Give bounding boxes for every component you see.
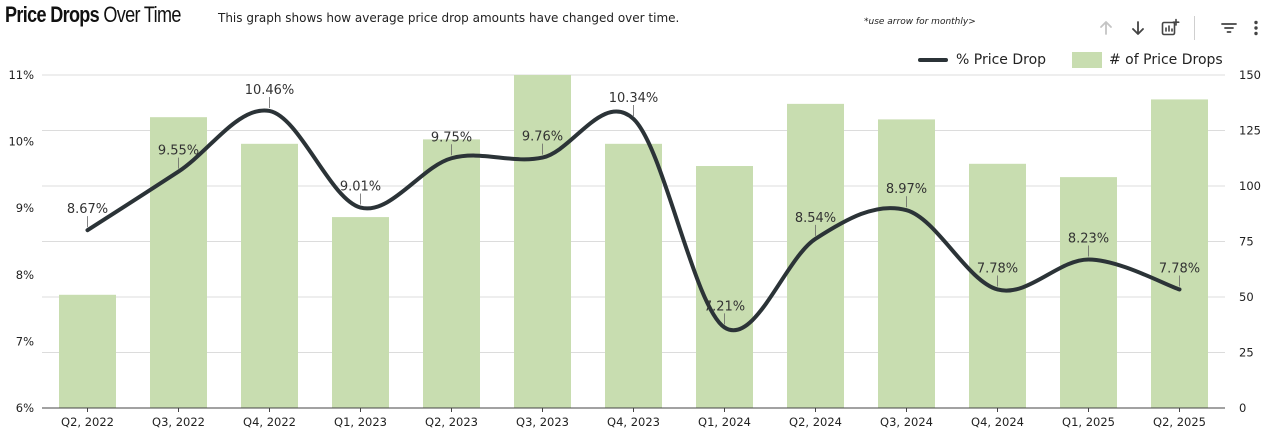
series-line-price-drop xyxy=(85,108,1182,333)
y-right-tick-label: 50 xyxy=(1239,290,1254,304)
arrow-up-icon[interactable] xyxy=(1094,16,1118,40)
bar xyxy=(1151,99,1208,409)
arrow-down-icon[interactable] xyxy=(1126,16,1150,40)
bar xyxy=(241,143,298,408)
y-right-tick-label: 100 xyxy=(1239,179,1261,193)
x-tick-label: Q3, 2024 xyxy=(880,415,933,429)
x-tick-label: Q4, 2024 xyxy=(971,415,1024,429)
bar xyxy=(514,75,571,408)
y-right-tick-label: 150 xyxy=(1239,68,1261,82)
legend-item-line[interactable]: % Price Drop xyxy=(918,52,1046,68)
legend-item-bar[interactable]: # of Price Drops xyxy=(1072,52,1223,68)
x-tick-label: Q3, 2023 xyxy=(516,415,569,429)
x-tick-label: Q2, 2024 xyxy=(789,415,842,429)
y-right-tick-label: 75 xyxy=(1239,235,1254,249)
x-tick-label: Q4, 2023 xyxy=(607,415,660,429)
data-label: 8.23% xyxy=(1068,231,1109,246)
bar xyxy=(332,217,389,408)
y-left-tick-label: 7% xyxy=(16,334,34,348)
x-tick-label: Q1, 2023 xyxy=(334,415,387,429)
x-tick-label: Q2, 2022 xyxy=(61,415,114,429)
filter-icon[interactable] xyxy=(1217,16,1241,40)
data-label: 9.01% xyxy=(340,180,381,195)
y-left-tick-label: 11% xyxy=(8,68,34,82)
y-right-tick-label: 25 xyxy=(1239,346,1254,360)
data-label: 9.76% xyxy=(522,130,563,145)
legend-line-swatch xyxy=(918,58,948,62)
toolbar-separator xyxy=(1194,16,1195,40)
more-vert-icon[interactable] xyxy=(1249,16,1263,40)
data-label: 8.54% xyxy=(795,211,836,226)
chart-add-icon[interactable] xyxy=(1158,16,1182,40)
y-left-tick-label: 6% xyxy=(16,401,34,415)
bar xyxy=(878,119,935,409)
x-tick-label: Q4, 2022 xyxy=(243,415,296,429)
data-label: 10.46% xyxy=(245,83,295,98)
y-left-tick-label: 8% xyxy=(16,268,34,282)
bar xyxy=(59,294,116,408)
legend-bar-swatch xyxy=(1072,52,1102,68)
y-right-tick-label: 125 xyxy=(1239,124,1261,138)
data-label: 9.55% xyxy=(158,144,199,159)
bar xyxy=(696,166,753,408)
y-left-tick-label: 10% xyxy=(8,135,34,149)
bar xyxy=(787,103,844,409)
x-tick-label: Q2, 2025 xyxy=(1153,415,1206,429)
legend-bar-label: # of Price Drops xyxy=(1109,52,1223,68)
chart-title: Price Drops Over Time xyxy=(5,2,181,28)
legend-line-label: % Price Drop xyxy=(956,52,1047,68)
data-label: 9.75% xyxy=(431,130,472,145)
title-rest: Over Time xyxy=(99,2,181,27)
chart-header: Price Drops Over Time This graph shows h… xyxy=(0,0,1265,44)
x-tick-label: Q1, 2025 xyxy=(1062,415,1115,429)
x-tick-label: Q2, 2023 xyxy=(425,415,478,429)
data-label: 7.21% xyxy=(704,299,745,314)
y-right-tick-label: 0 xyxy=(1239,401,1246,415)
data-label: 7.78% xyxy=(977,261,1018,276)
data-label: 10.34% xyxy=(609,91,659,106)
data-label: 8.67% xyxy=(67,202,108,217)
x-tick-label: Q3, 2022 xyxy=(152,415,205,429)
monthly-hint: *use arrow for monthly> xyxy=(864,17,976,27)
bar xyxy=(605,143,662,408)
chart-subtitle: This graph shows how average price drop … xyxy=(218,11,680,25)
data-label: 8.97% xyxy=(886,182,927,197)
data-label: 7.78% xyxy=(1159,261,1200,276)
title-bold: Price Drops xyxy=(5,2,100,27)
x-tick-label: Q1, 2024 xyxy=(698,415,751,429)
bar xyxy=(1060,177,1117,408)
bar xyxy=(423,139,480,408)
y-left-tick-label: 9% xyxy=(16,201,34,215)
